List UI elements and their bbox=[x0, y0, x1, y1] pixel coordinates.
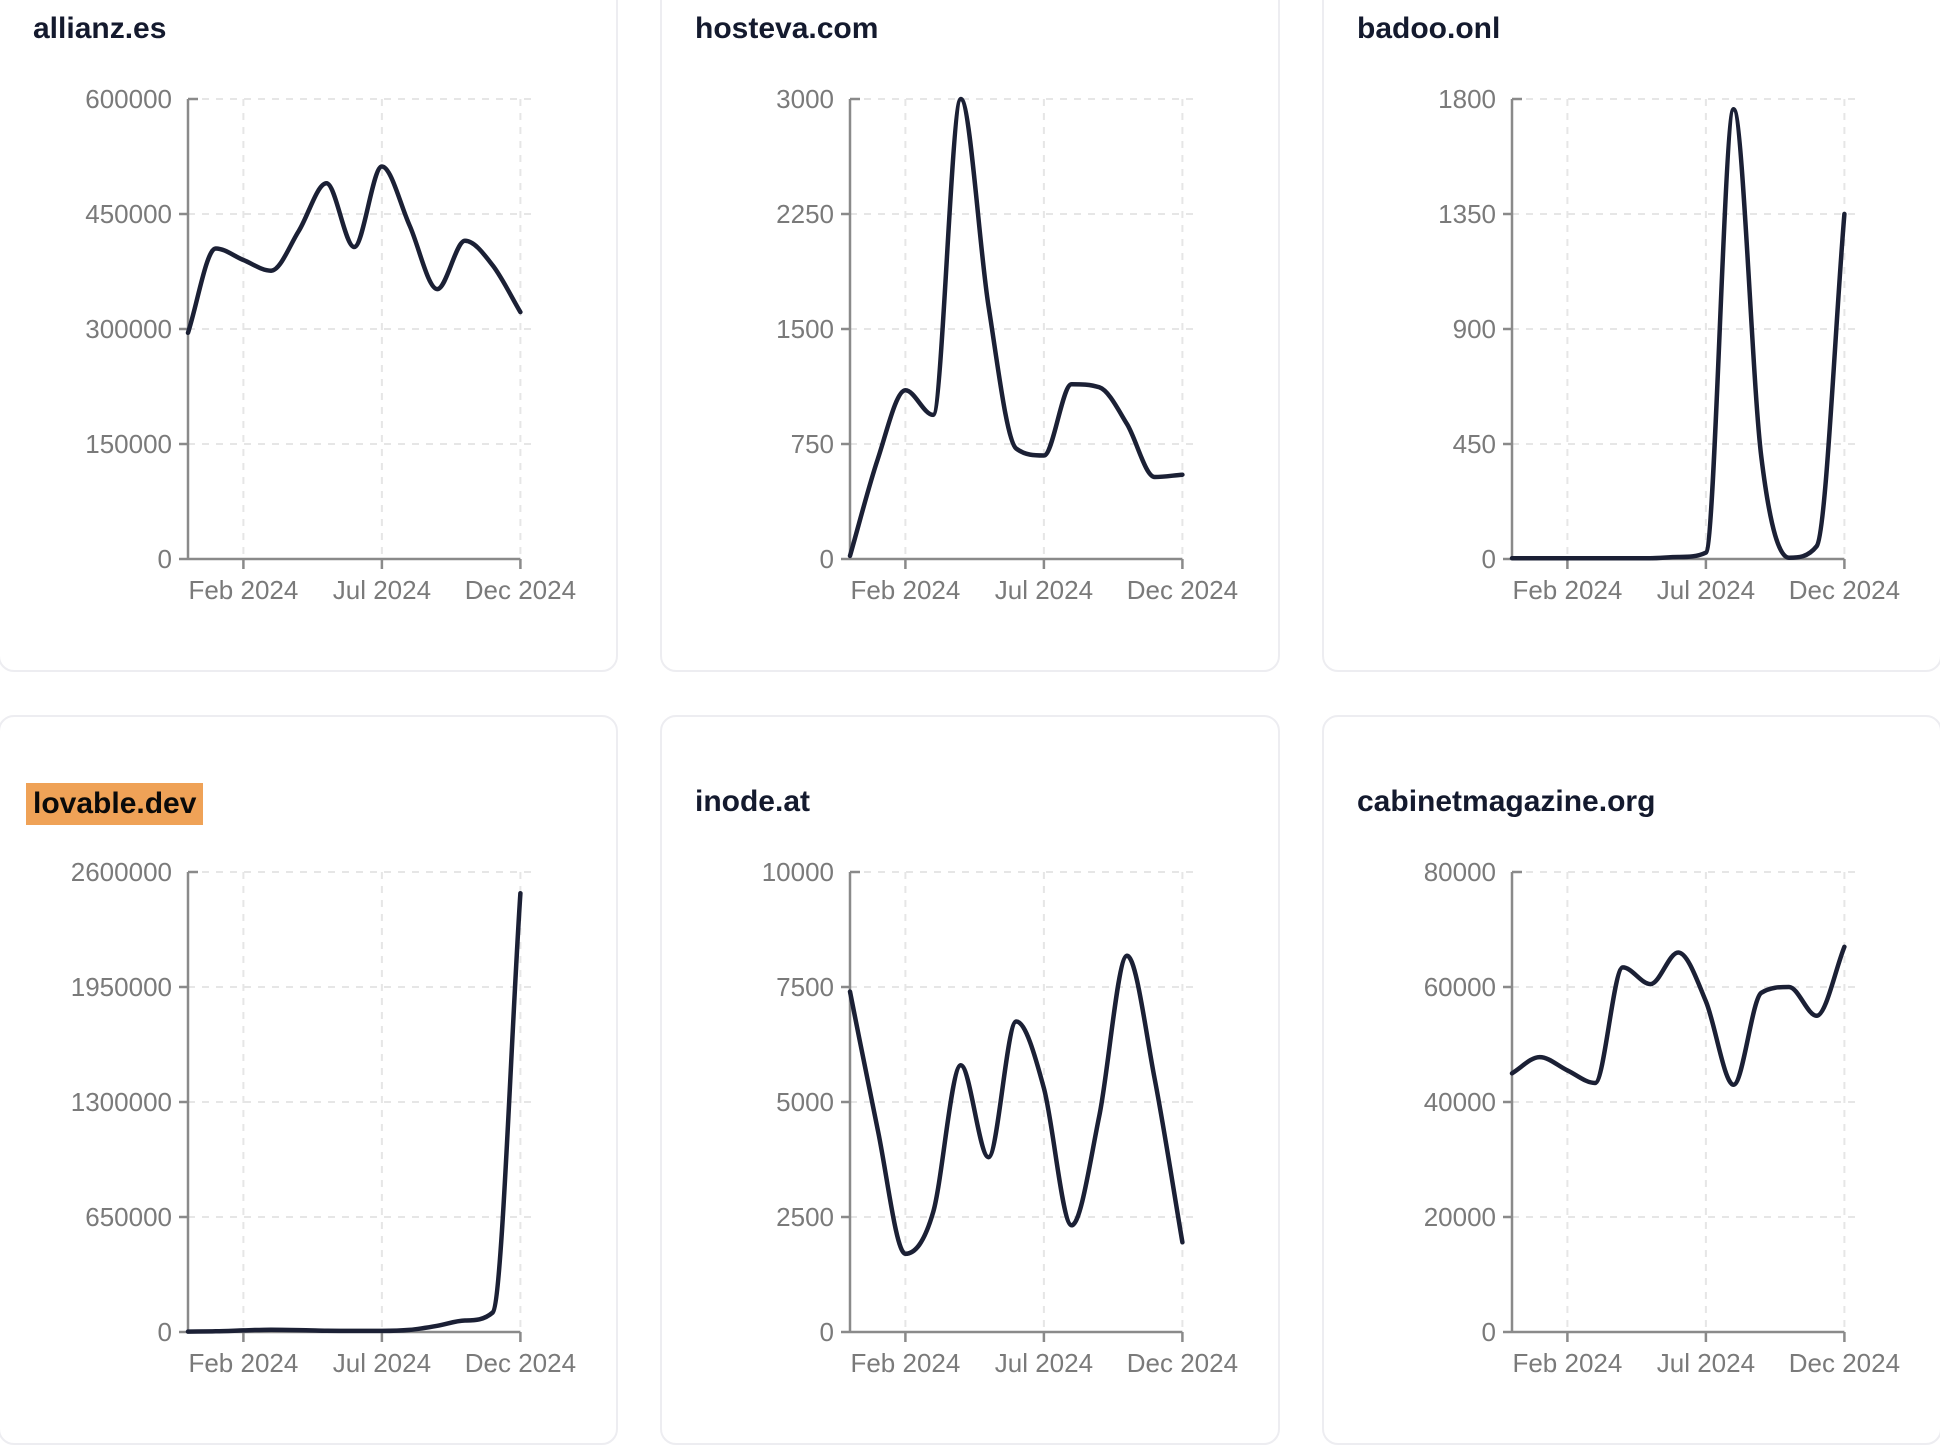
svg-text:Dec 2024: Dec 2024 bbox=[1127, 575, 1238, 605]
svg-text:40000: 40000 bbox=[1424, 1087, 1496, 1117]
chart-title: lovable.dev bbox=[26, 783, 204, 825]
traffic-chart: 0 650000 1300000 1950000 2600000 Feb 2024 Jul … bbox=[71, 857, 576, 1378]
svg-text:Feb 2024: Feb 2024 bbox=[1512, 575, 1622, 605]
traffic-chart: 0 20000 40000 60000 80000 Feb 2024 Jul 2024 Dec… bbox=[1424, 857, 1900, 1378]
traffic-chart: 0 450 900 1350 1800 Feb 2024 Jul 2024 Dec 2024 bbox=[1438, 84, 1900, 605]
domain-label: inode.at bbox=[695, 785, 811, 818]
svg-text:Jul 2024: Jul 2024 bbox=[1657, 575, 1755, 605]
chart-title: hosteva.com bbox=[695, 10, 878, 48]
svg-text:20000: 20000 bbox=[1424, 1202, 1496, 1232]
svg-text:0: 0 bbox=[1482, 544, 1496, 574]
svg-text:600000: 600000 bbox=[85, 84, 172, 114]
svg-text:1950000: 1950000 bbox=[71, 972, 172, 1002]
svg-text:1500: 1500 bbox=[776, 314, 834, 344]
svg-text:Jul 2024: Jul 2024 bbox=[995, 575, 1093, 605]
svg-text:300000: 300000 bbox=[85, 314, 172, 344]
domain-label: allianz.es bbox=[33, 12, 167, 45]
svg-text:Dec 2024: Dec 2024 bbox=[465, 1348, 576, 1378]
svg-text:60000: 60000 bbox=[1424, 972, 1496, 1002]
svg-text:2500: 2500 bbox=[776, 1202, 834, 1232]
svg-text:Jul 2024: Jul 2024 bbox=[1657, 1348, 1755, 1378]
svg-text:0: 0 bbox=[820, 544, 834, 574]
svg-text:7500: 7500 bbox=[776, 972, 834, 1002]
traffic-chart: 0 2500 5000 7500 10000 Feb 2024 Jul 2024 Dec 20… bbox=[762, 857, 1238, 1378]
domain-label-highlighted: lovable.dev bbox=[26, 783, 204, 825]
chart-card: cabinetmagazine.org 0 20000 40000 60000 8000… bbox=[1322, 715, 1940, 1445]
svg-text:2600000: 2600000 bbox=[71, 857, 172, 887]
svg-text:750: 750 bbox=[791, 429, 834, 459]
svg-text:Jul 2024: Jul 2024 bbox=[995, 1348, 1093, 1378]
domain-label: badoo.onl bbox=[1357, 12, 1501, 45]
svg-text:5000: 5000 bbox=[776, 1087, 834, 1117]
svg-text:10000: 10000 bbox=[762, 857, 834, 887]
svg-text:0: 0 bbox=[158, 1317, 172, 1347]
svg-text:Feb 2024: Feb 2024 bbox=[850, 1348, 960, 1378]
chart-title: allianz.es bbox=[33, 10, 166, 48]
svg-text:0: 0 bbox=[820, 1317, 834, 1347]
svg-text:1800: 1800 bbox=[1438, 84, 1496, 114]
svg-text:450000: 450000 bbox=[85, 199, 172, 229]
chart-title: cabinetmagazine.org bbox=[1357, 783, 1655, 821]
svg-text:Feb 2024: Feb 2024 bbox=[1512, 1348, 1622, 1378]
svg-text:0: 0 bbox=[158, 544, 172, 574]
traffic-chart: 0 750 1500 2250 3000 Feb 2024 Jul 2024 Dec 2024 bbox=[776, 84, 1238, 605]
svg-text:Jul 2024: Jul 2024 bbox=[333, 1348, 431, 1378]
svg-text:80000: 80000 bbox=[1424, 857, 1496, 887]
chart-title: badoo.onl bbox=[1357, 10, 1500, 48]
svg-text:Dec 2024: Dec 2024 bbox=[1789, 1348, 1900, 1378]
chart-card: inode.at 0 2500 5000 7500 10000 Feb 2024 Jul 2… bbox=[660, 715, 1280, 1445]
svg-text:150000: 150000 bbox=[85, 429, 172, 459]
chart-card: lovable.dev 0 650000 1300000 1950000 2600000… bbox=[0, 715, 618, 1445]
svg-text:1300000: 1300000 bbox=[71, 1087, 172, 1117]
svg-text:Dec 2024: Dec 2024 bbox=[1789, 575, 1900, 605]
chart-card: badoo.onl 0 450 900 1350 1800 Feb 2024 Jul 202… bbox=[1322, 0, 1940, 672]
domain-label: hosteva.com bbox=[695, 12, 879, 45]
svg-text:900: 900 bbox=[1453, 314, 1496, 344]
svg-text:Dec 2024: Dec 2024 bbox=[465, 575, 576, 605]
svg-text:650000: 650000 bbox=[85, 1202, 172, 1232]
svg-text:Dec 2024: Dec 2024 bbox=[1127, 1348, 1238, 1378]
svg-text:1350: 1350 bbox=[1438, 199, 1496, 229]
chart-title: inode.at bbox=[695, 783, 810, 821]
svg-text:Jul 2024: Jul 2024 bbox=[333, 575, 431, 605]
svg-text:0: 0 bbox=[1482, 1317, 1496, 1347]
svg-text:2250: 2250 bbox=[776, 199, 834, 229]
svg-text:450: 450 bbox=[1453, 429, 1496, 459]
svg-text:Feb 2024: Feb 2024 bbox=[850, 575, 960, 605]
traffic-chart: 0 150000 300000 450000 600000 Feb 2024 Jul 202… bbox=[85, 84, 576, 605]
svg-text:3000: 3000 bbox=[776, 84, 834, 114]
domain-label: cabinetmagazine.org bbox=[1357, 785, 1656, 818]
svg-text:Feb 2024: Feb 2024 bbox=[188, 575, 298, 605]
svg-text:Feb 2024: Feb 2024 bbox=[188, 1348, 298, 1378]
chart-card: hosteva.com 0 750 1500 2250 3000 Feb 2024 Jul … bbox=[660, 0, 1280, 672]
chart-card: allianz.es 0 150000 300000 450000 600000 Feb … bbox=[0, 0, 618, 672]
